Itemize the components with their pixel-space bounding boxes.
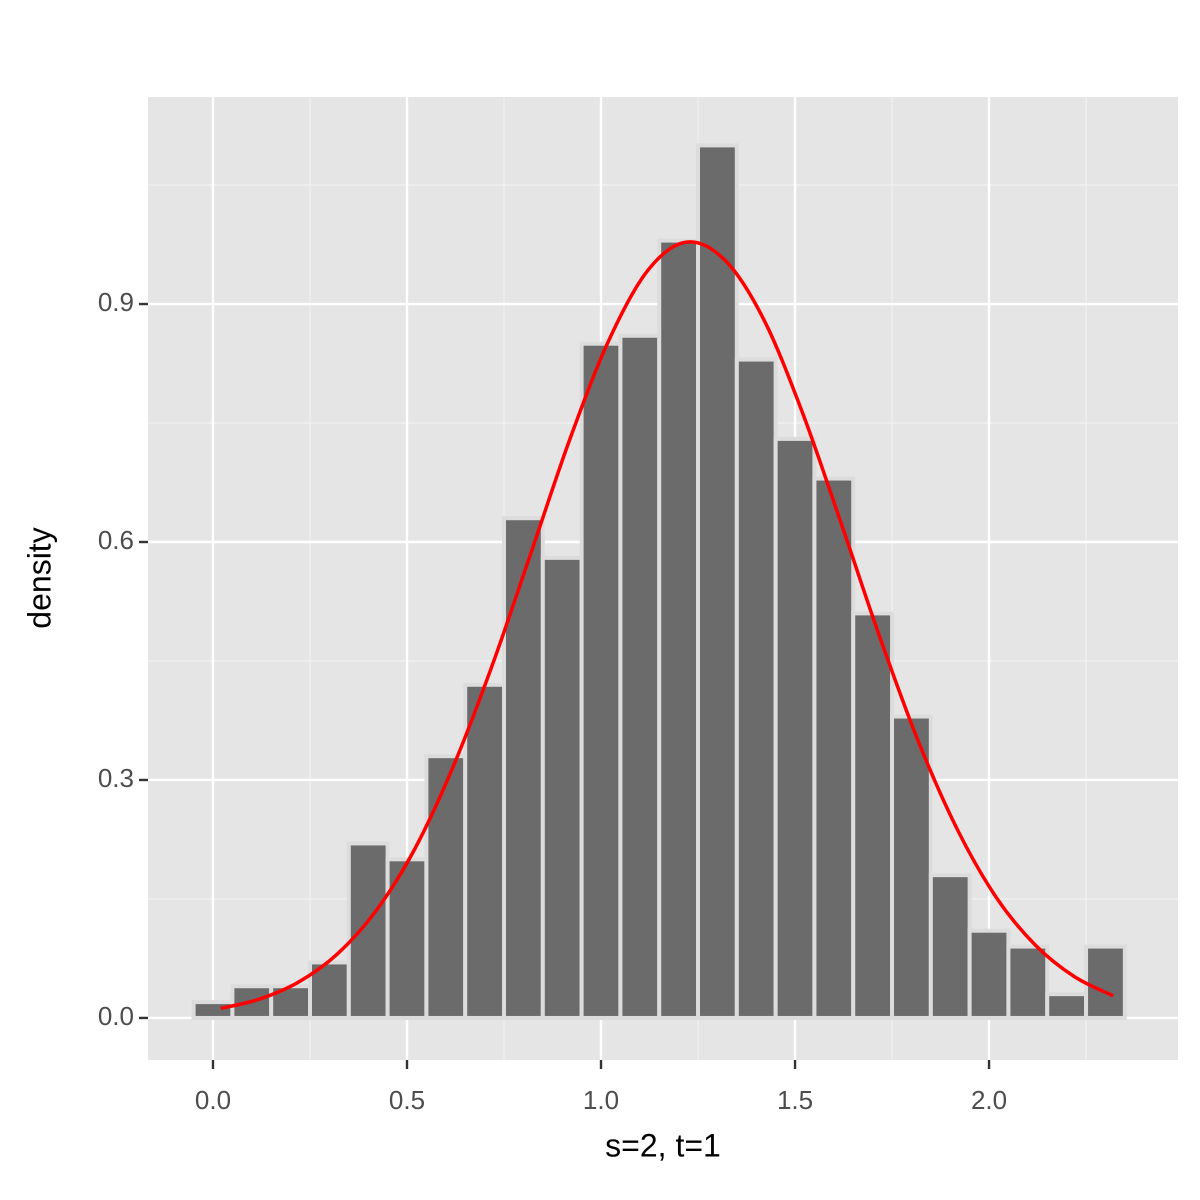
bar	[579, 341, 623, 1020]
bar	[346, 841, 390, 1020]
bar	[191, 1000, 235, 1020]
bar	[773, 436, 817, 1020]
bar	[696, 143, 739, 1020]
y-tick-label: 0.3	[98, 763, 134, 793]
y-tick-label: 0.0	[98, 1001, 134, 1031]
bar	[967, 928, 1011, 1020]
bar	[928, 873, 972, 1020]
bar	[424, 754, 468, 1020]
bar	[1084, 944, 1127, 1020]
bar	[851, 611, 895, 1020]
bar	[502, 516, 545, 1020]
y-tick-label: 0.6	[98, 525, 134, 555]
axes: 0.0 0.3 0.6 0.9 0.0 0.5 1.0 1.5 2.0	[98, 287, 1007, 1115]
x-tick-label: 1.0	[583, 1085, 619, 1115]
bar	[618, 333, 662, 1020]
y-tick-label: 0.9	[98, 287, 134, 317]
x-tick-label: 0.5	[389, 1085, 425, 1115]
density-curve	[220, 240, 1114, 1011]
x-tick-label: 0.0	[195, 1085, 231, 1115]
x-axis-title: s=2, t=1	[605, 1127, 721, 1163]
bars	[191, 143, 1127, 1020]
bar	[1045, 992, 1089, 1020]
bar	[812, 476, 856, 1020]
bar	[540, 555, 584, 1020]
bar	[1006, 944, 1050, 1020]
bar	[657, 238, 701, 1020]
overlay	[220, 240, 1114, 1011]
bar	[890, 714, 933, 1020]
x-tick-label: 1.5	[777, 1085, 813, 1115]
x-tick-label: 2.0	[971, 1085, 1007, 1115]
y-axis-title: density	[21, 527, 57, 628]
bar	[463, 682, 507, 1020]
bar	[734, 357, 778, 1020]
